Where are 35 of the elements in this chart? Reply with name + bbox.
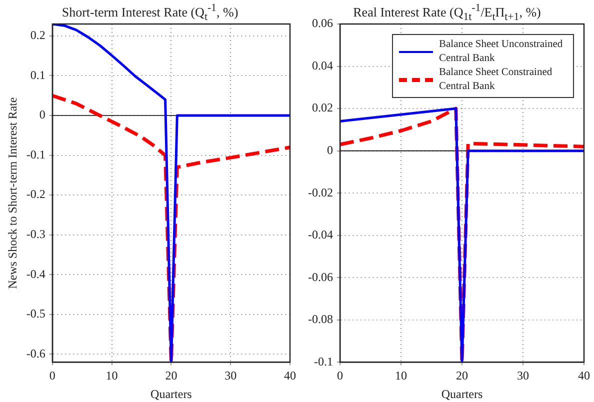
y-tick-label: -0.1 (314, 354, 333, 368)
chart-title: Real Interest Rate (Q$_{1t}$$^{-1}$/E$_{t}$Π$_{t+1}$, %) (353, 2, 541, 23)
y-tick-label: -0.4 (26, 266, 46, 281)
chart-title: Short-term Interest Rate (Q$_{t}$$^{-1}$, %) (60, 2, 240, 23)
y-tick-label: -0.02 (308, 185, 333, 200)
x-axis-title: Quarters (150, 386, 192, 401)
legend-label: Balance Sheet Unconstrained Central Bank (439, 38, 564, 66)
y-tick-label: -0.2 (26, 187, 46, 202)
y-tick-label: 0 (326, 142, 333, 157)
x-tick-label: 0 (336, 368, 343, 383)
x-tick-label: 40 (284, 368, 296, 383)
x-tick-label: 10 (394, 368, 407, 383)
x-tick-label: 30 (517, 368, 529, 383)
y-tick-label: -0.5 (26, 306, 46, 321)
y-tick-label: 0 (39, 108, 46, 122)
y-tick-label: -0.06 (308, 270, 333, 284)
y-tick-label: -0.04 (308, 228, 333, 242)
y-tick-label: 0.1 (30, 68, 46, 82)
y-tick-label: -0.3 (26, 227, 46, 242)
y-tick-label: 0.06 (312, 16, 333, 30)
y-tick-label: -0.1 (26, 147, 46, 162)
x-tick-label: 40 (578, 368, 590, 383)
x-axis-title: Quarters (441, 386, 483, 401)
legend-label: Balance Sheet Constrained Central Bank (439, 66, 554, 94)
y-tick-label: -0.6 (26, 346, 46, 360)
y-tick-label: 0.04 (312, 58, 333, 72)
x-tick-label: 30 (224, 368, 237, 383)
y-tick-label: 0.2 (30, 28, 46, 42)
y-tick-label: 0.02 (312, 100, 333, 115)
x-tick-label: 10 (106, 368, 118, 383)
y-axis-title: News Shock to Short-term Interest Rate (5, 97, 20, 289)
x-tick-label: 20 (165, 368, 178, 383)
y-tick-label: -0.08 (308, 312, 333, 326)
x-tick-label: 20 (456, 368, 468, 383)
x-tick-label: 0 (49, 368, 56, 383)
